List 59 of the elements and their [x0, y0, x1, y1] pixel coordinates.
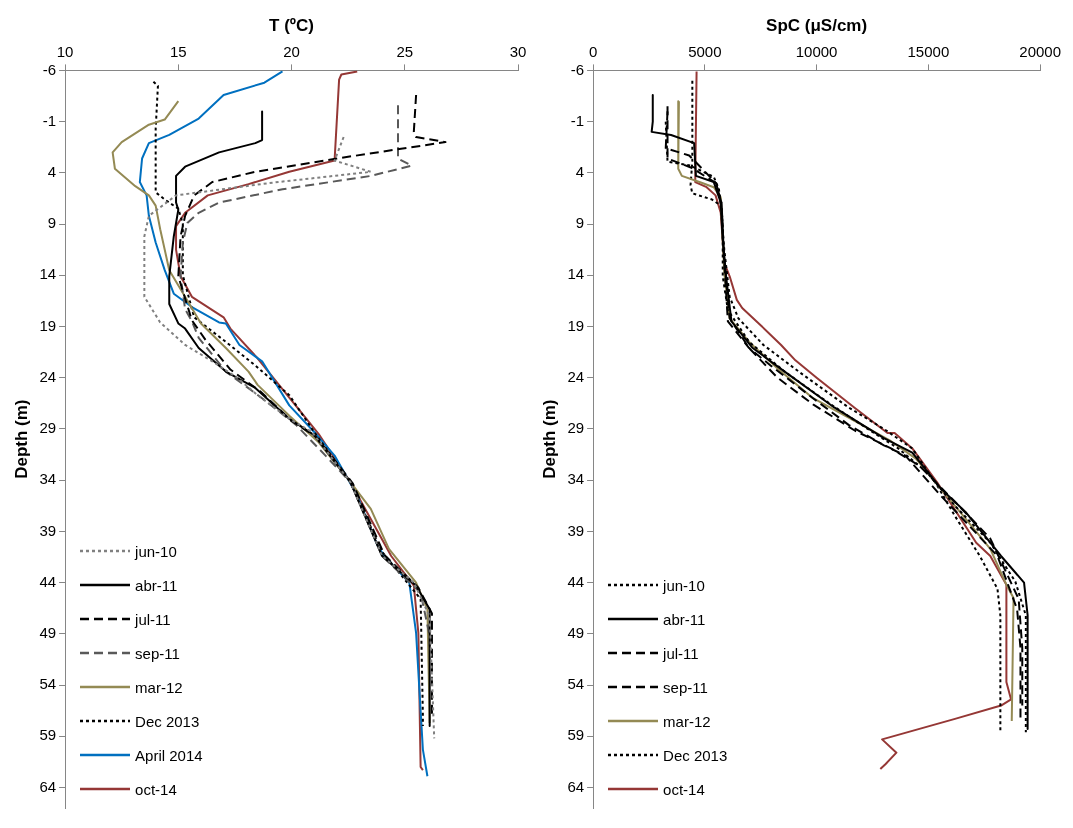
y-tick-label: 39 [567, 521, 585, 539]
x-axis-title: SpC (μS/cm) [766, 15, 868, 35]
y-tick-label: 44 [567, 572, 585, 590]
legend-label: jun-10 [663, 576, 705, 594]
x-tick-label: 15000 [907, 42, 950, 60]
x-axis-title: T (ºC) [269, 15, 314, 35]
x-tick-label: 25 [396, 42, 414, 60]
legend-label: Dec 2013 [663, 746, 728, 764]
y-axis-title: Depth (m) [11, 399, 31, 479]
y-tick-label: 24 [39, 367, 57, 385]
y-tick-label: 14 [39, 265, 57, 283]
y-tick-label: 54 [567, 675, 585, 693]
y-tick-label: 64 [39, 777, 57, 795]
y-tick-label: 29 [39, 419, 57, 437]
y-tick-label: 64 [567, 777, 585, 795]
y-tick-label: 24 [567, 367, 585, 385]
x-tick-label: 15 [169, 42, 187, 60]
y-tick-label: -1 [42, 111, 57, 129]
y-tick-label: 4 [575, 162, 585, 180]
legend-label: Dec 2013 [135, 712, 200, 730]
y-tick-label: -6 [570, 60, 585, 78]
legend-label: oct-14 [135, 780, 177, 798]
x-tick-label: 5000 [688, 42, 722, 60]
legend-label: mar-12 [663, 712, 711, 730]
legend-label: oct-14 [663, 780, 705, 798]
legend-label: jun-10 [135, 542, 177, 560]
y-tick-label: 14 [567, 265, 585, 283]
y-tick-label: 29 [567, 419, 585, 437]
legend-label: sep-11 [663, 678, 708, 696]
legend-label: jul-11 [135, 610, 171, 628]
y-tick-label: 44 [39, 572, 57, 590]
legend-label: mar-12 [135, 678, 183, 696]
y-tick-label: 49 [567, 623, 585, 641]
y-tick-label: 59 [567, 726, 585, 744]
y-tick-label: 9 [575, 214, 585, 232]
x-tick-label: 20 [283, 42, 300, 60]
y-tick-label: 34 [567, 470, 585, 488]
y-tick-label: 59 [39, 726, 57, 744]
x-tick-label: 10000 [795, 42, 838, 60]
y-tick-label: -1 [570, 111, 585, 129]
y-tick-label: 9 [47, 214, 57, 232]
legend-label: abr-11 [663, 610, 706, 628]
y-tick-label: -6 [42, 60, 57, 78]
y-tick-label: 4 [47, 162, 57, 180]
x-tick-label: 30 [509, 42, 527, 60]
y-tick-label: 39 [39, 521, 57, 539]
legend-label: abr-11 [135, 576, 178, 594]
legend-label: April 2014 [135, 746, 203, 764]
y-tick-label: 49 [39, 623, 57, 641]
y-tick-label: 54 [39, 675, 57, 693]
y-tick-label: 19 [567, 316, 585, 334]
legend-label: jul-11 [663, 644, 699, 662]
y-tick-label: 19 [39, 316, 57, 334]
x-tick-label: 10 [56, 42, 74, 60]
x-tick-label: 0 [588, 42, 598, 60]
legend-label: sep-11 [135, 644, 180, 662]
y-axis-title: Depth (m) [539, 399, 559, 479]
y-tick-label: 34 [39, 470, 57, 488]
x-tick-label: 20000 [1019, 42, 1061, 60]
